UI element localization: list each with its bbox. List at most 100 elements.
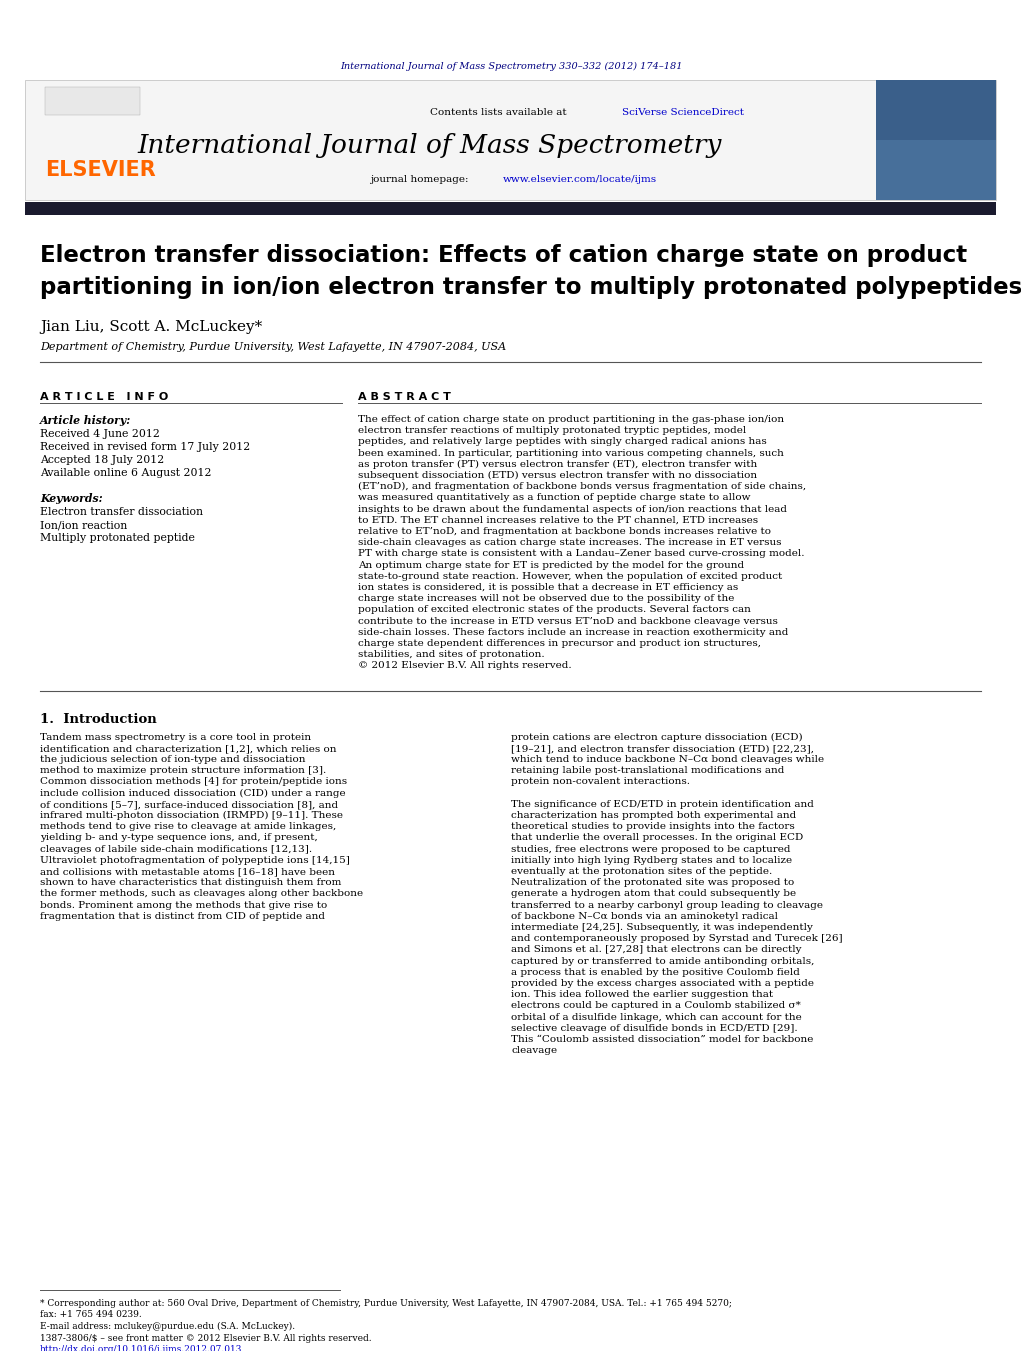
Text: theoretical studies to provide insights into the factors: theoretical studies to provide insights … [510, 823, 794, 831]
Text: The significance of ECD/ETD in protein identification and: The significance of ECD/ETD in protein i… [510, 800, 814, 809]
Text: fragmentation that is distinct from CID of peptide and: fragmentation that is distinct from CID … [40, 912, 325, 921]
Text: fax: +1 765 494 0239.: fax: +1 765 494 0239. [40, 1310, 142, 1319]
Text: population of excited electronic states of the products. Several factors can: population of excited electronic states … [358, 605, 750, 615]
Text: was measured quantitatively as a function of peptide charge state to allow: was measured quantitatively as a functio… [358, 493, 750, 503]
Text: contribute to the increase in ETD versus ET’noD and backbone cleavage versus: contribute to the increase in ETD versus… [358, 616, 778, 626]
Text: © 2012 Elsevier B.V. All rights reserved.: © 2012 Elsevier B.V. All rights reserved… [358, 662, 572, 670]
Text: Department of Chemistry, Purdue University, West Lafayette, IN 47907-2084, USA: Department of Chemistry, Purdue Universi… [40, 342, 506, 353]
Text: of backbone N–Cα bonds via an aminoketyl radical: of backbone N–Cα bonds via an aminoketyl… [510, 912, 778, 921]
Text: initially into high lying Rydberg states and to localize: initially into high lying Rydberg states… [510, 855, 792, 865]
Text: been examined. In particular, partitioning into various competing channels, such: been examined. In particular, partitioni… [358, 449, 784, 458]
Text: An optimum charge state for ET is predicted by the model for the ground: An optimum charge state for ET is predic… [358, 561, 744, 570]
Text: stabilities, and sites of protonation.: stabilities, and sites of protonation. [358, 650, 544, 659]
Text: Ion/ion reaction: Ion/ion reaction [40, 520, 128, 530]
FancyBboxPatch shape [876, 141, 996, 200]
Text: and Simons et al. [27,28] that electrons can be directly: and Simons et al. [27,28] that electrons… [510, 946, 801, 954]
Text: of conditions [5–7], surface-induced dissociation [8], and: of conditions [5–7], surface-induced dis… [40, 800, 338, 809]
Text: yielding b- and y-type sequence ions, and, if present,: yielding b- and y-type sequence ions, an… [40, 834, 318, 843]
Text: peptides, and relatively large peptides with singly charged radical anions has: peptides, and relatively large peptides … [358, 438, 767, 446]
Text: insights to be drawn about the fundamental aspects of ion/ion reactions that lea: insights to be drawn about the fundament… [358, 505, 787, 513]
Text: journal homepage:: journal homepage: [370, 176, 472, 184]
Text: bonds. Prominent among the methods that give rise to: bonds. Prominent among the methods that … [40, 901, 328, 909]
Text: Received 4 June 2012: Received 4 June 2012 [40, 430, 160, 439]
Text: shown to have characteristics that distinguish them from: shown to have characteristics that disti… [40, 878, 341, 888]
Text: [19–21], and electron transfer dissociation (ETD) [22,23],: [19–21], and electron transfer dissociat… [510, 744, 814, 753]
FancyBboxPatch shape [25, 80, 996, 200]
Text: Keywords:: Keywords: [40, 493, 103, 504]
Text: The effect of cation charge state on product partitioning in the gas-phase ion/i: The effect of cation charge state on pro… [358, 415, 784, 424]
Text: 1387-3806/$ – see front matter © 2012 Elsevier B.V. All rights reserved.: 1387-3806/$ – see front matter © 2012 El… [40, 1333, 372, 1343]
Text: Tandem mass spectrometry is a core tool in protein: Tandem mass spectrometry is a core tool … [40, 732, 311, 742]
Text: and collisions with metastable atoms [16–18] have been: and collisions with metastable atoms [16… [40, 867, 335, 875]
Text: captured by or transferred to amide antibonding orbitals,: captured by or transferred to amide anti… [510, 957, 815, 966]
Text: protein non-covalent interactions.: protein non-covalent interactions. [510, 777, 690, 786]
Text: method to maximize protein structure information [3].: method to maximize protein structure inf… [40, 766, 327, 775]
Text: ion states is considered, it is possible that a decrease in ET efficiency as: ion states is considered, it is possible… [358, 584, 738, 592]
Text: eventually at the protonation sites of the peptide.: eventually at the protonation sites of t… [510, 867, 772, 875]
FancyBboxPatch shape [25, 203, 996, 215]
Text: which tend to induce backbone N–Cα bond cleavages while: which tend to induce backbone N–Cα bond … [510, 755, 824, 765]
Text: a process that is enabled by the positive Coulomb field: a process that is enabled by the positiv… [510, 967, 799, 977]
Text: to ETD. The ET channel increases relative to the PT channel, ETD increases: to ETD. The ET channel increases relativ… [358, 516, 759, 524]
Text: This “Coulomb assisted dissociation” model for backbone: This “Coulomb assisted dissociation” mod… [510, 1035, 814, 1044]
Text: charge state increases will not be observed due to the possibility of the: charge state increases will not be obser… [358, 594, 734, 603]
Text: * Corresponding author at: 560 Oval Drive, Department of Chemistry, Purdue Unive: * Corresponding author at: 560 Oval Driv… [40, 1300, 732, 1308]
Text: electron transfer reactions of multiply protonated tryptic peptides, model: electron transfer reactions of multiply … [358, 426, 746, 435]
FancyBboxPatch shape [45, 86, 140, 115]
Text: cleavages of labile side-chain modifications [12,13].: cleavages of labile side-chain modificat… [40, 844, 312, 854]
Text: http://dx.doi.org/10.1016/j.ijms.2012.07.013: http://dx.doi.org/10.1016/j.ijms.2012.07… [40, 1346, 242, 1351]
Text: partitioning in ion/ion electron transfer to multiply protonated polypeptides: partitioning in ion/ion electron transfe… [40, 276, 1021, 299]
Text: include collision induced dissociation (CID) under a range: include collision induced dissociation (… [40, 789, 346, 797]
Text: that underlie the overall processes. In the original ECD: that underlie the overall processes. In … [510, 834, 804, 843]
Text: Accepted 18 July 2012: Accepted 18 July 2012 [40, 455, 164, 465]
Text: Electron transfer dissociation: Effects of cation charge state on product: Electron transfer dissociation: Effects … [40, 245, 967, 267]
Text: the judicious selection of ion-type and dissociation: the judicious selection of ion-type and … [40, 755, 305, 765]
Text: infrared multi-photon dissociation (IRMPD) [9–11]. These: infrared multi-photon dissociation (IRMP… [40, 811, 343, 820]
Text: studies, free electrons were proposed to be captured: studies, free electrons were proposed to… [510, 844, 790, 854]
Text: state-to-ground state reaction. However, when the population of excited product: state-to-ground state reaction. However,… [358, 571, 782, 581]
Text: orbital of a disulfide linkage, which can account for the: orbital of a disulfide linkage, which ca… [510, 1013, 801, 1021]
Text: Neutralization of the protonated site was proposed to: Neutralization of the protonated site wa… [510, 878, 794, 888]
Text: identification and characterization [1,2], which relies on: identification and characterization [1,2… [40, 744, 337, 753]
Text: and contemporaneously proposed by Syrstad and Turecek [26]: and contemporaneously proposed by Syrsta… [510, 934, 842, 943]
Text: Common dissociation methods [4] for protein/peptide ions: Common dissociation methods [4] for prot… [40, 777, 347, 786]
Text: subsequent dissociation (ETD) versus electron transfer with no dissociation: subsequent dissociation (ETD) versus ele… [358, 471, 758, 480]
Text: transferred to a nearby carbonyl group leading to cleavage: transferred to a nearby carbonyl group l… [510, 901, 823, 909]
Text: side-chain cleavages as cation charge state increases. The increase in ET versus: side-chain cleavages as cation charge st… [358, 538, 781, 547]
Text: selective cleavage of disulfide bonds in ECD/ETD [29].: selective cleavage of disulfide bonds in… [510, 1024, 797, 1032]
Text: Article history:: Article history: [40, 415, 132, 426]
Text: relative to ET’noD, and fragmentation at backbone bonds increases relative to: relative to ET’noD, and fragmentation at… [358, 527, 771, 536]
Text: Available online 6 August 2012: Available online 6 August 2012 [40, 467, 211, 478]
Text: provided by the excess charges associated with a peptide: provided by the excess charges associate… [510, 979, 814, 988]
Text: generate a hydrogen atom that could subsequently be: generate a hydrogen atom that could subs… [510, 889, 796, 898]
Text: the former methods, such as cleavages along other backbone: the former methods, such as cleavages al… [40, 889, 363, 898]
Text: electrons could be captured in a Coulomb stabilized σ*: electrons could be captured in a Coulomb… [510, 1001, 800, 1011]
Text: Jian Liu, Scott A. McLuckey*: Jian Liu, Scott A. McLuckey* [40, 320, 262, 334]
Text: retaining labile post-translational modifications and: retaining labile post-translational modi… [510, 766, 784, 775]
Text: Multiply protonated peptide: Multiply protonated peptide [40, 534, 195, 543]
Text: Contents lists available at: Contents lists available at [430, 108, 570, 118]
Text: Received in revised form 17 July 2012: Received in revised form 17 July 2012 [40, 442, 250, 453]
Text: SciVerse ScienceDirect: SciVerse ScienceDirect [622, 108, 744, 118]
Text: PT with charge state is consistent with a Landau–Zener based curve-crossing mode: PT with charge state is consistent with … [358, 550, 805, 558]
Text: (ET’noD), and fragmentation of backbone bonds versus fragmentation of side chain: (ET’noD), and fragmentation of backbone … [358, 482, 807, 492]
Text: charge state dependent differences in precursor and product ion structures,: charge state dependent differences in pr… [358, 639, 761, 648]
Text: Ultraviolet photofragmentation of polypeptide ions [14,15]: Ultraviolet photofragmentation of polype… [40, 855, 350, 865]
Text: side-chain losses. These factors include an increase in reaction exothermicity a: side-chain losses. These factors include… [358, 628, 788, 636]
Text: A B S T R A C T: A B S T R A C T [358, 392, 451, 403]
Text: characterization has prompted both experimental and: characterization has prompted both exper… [510, 811, 796, 820]
Text: cleavage: cleavage [510, 1046, 557, 1055]
Text: International Journal of Mass Spectrometry: International Journal of Mass Spectromet… [138, 132, 722, 158]
Text: ion. This idea followed the earlier suggestion that: ion. This idea followed the earlier sugg… [510, 990, 773, 1000]
Text: as proton transfer (PT) versus electron transfer (ET), electron transfer with: as proton transfer (PT) versus electron … [358, 459, 758, 469]
Text: International Journal of Mass Spectrometry 330–332 (2012) 174–181: International Journal of Mass Spectromet… [340, 62, 682, 72]
Text: ELSEVIER: ELSEVIER [45, 159, 156, 180]
Text: 1.  Introduction: 1. Introduction [40, 712, 157, 725]
Text: methods tend to give rise to cleavage at amide linkages,: methods tend to give rise to cleavage at… [40, 823, 336, 831]
Text: E-mail address: mclukey@purdue.edu (S.A. McLuckey).: E-mail address: mclukey@purdue.edu (S.A.… [40, 1323, 295, 1331]
Text: A R T I C L E   I N F O: A R T I C L E I N F O [40, 392, 168, 403]
Text: intermediate [24,25]. Subsequently, it was independently: intermediate [24,25]. Subsequently, it w… [510, 923, 813, 932]
Text: Electron transfer dissociation: Electron transfer dissociation [40, 507, 203, 517]
Text: protein cations are electron capture dissociation (ECD): protein cations are electron capture dis… [510, 732, 803, 742]
Text: www.elsevier.com/locate/ijms: www.elsevier.com/locate/ijms [503, 176, 658, 184]
